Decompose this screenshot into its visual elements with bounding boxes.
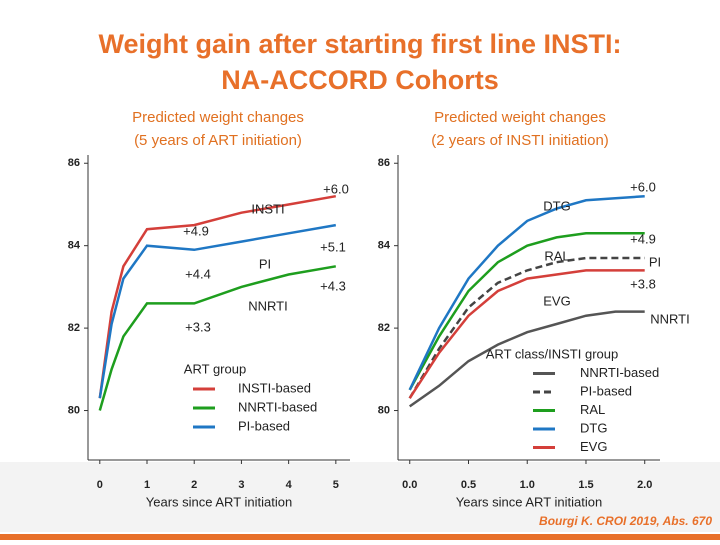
annotation: PI — [259, 256, 271, 271]
annotation: INSTI — [251, 201, 284, 216]
annotation: +4.9 — [183, 223, 209, 238]
annotation: NNRTI — [248, 298, 287, 313]
x-tick-label: 0.5 — [461, 479, 476, 491]
series-line — [408, 256, 645, 399]
subtitle: Predicted weight changes — [434, 109, 606, 126]
y-tick-label: 86 — [68, 157, 80, 169]
x-tick-label: 5 — [333, 479, 339, 491]
citation: Bourgi K. CROI 2019, Abs. 670 — [539, 514, 712, 528]
annotation: +3.3 — [185, 319, 211, 334]
x-axis-label: Years since ART initiation — [456, 494, 602, 509]
annotation: +4.4 — [185, 266, 211, 281]
x-tick-label: 2 — [191, 479, 197, 491]
footer-bar — [0, 534, 720, 540]
y-tick-label: 84 — [378, 240, 391, 252]
y-tick-label: 86 — [378, 157, 390, 169]
series-line — [408, 310, 645, 408]
y-tick-label: 82 — [68, 322, 80, 334]
legend-label: PI-based — [238, 418, 290, 433]
series-line — [98, 194, 337, 399]
series-line — [98, 265, 337, 411]
x-tick-label: 1 — [144, 479, 150, 491]
x-tick-label: 3 — [238, 479, 244, 491]
annotation: +6.0 — [323, 181, 349, 196]
annotation: +5.1 — [320, 239, 346, 254]
legend-label: EVG — [580, 439, 607, 454]
series-line — [408, 232, 645, 391]
x-tick-label: 4 — [286, 479, 293, 491]
annotation: DTG — [543, 198, 570, 213]
legend-label: NNRTI-based — [580, 365, 659, 380]
skyline-backdrop — [0, 462, 720, 532]
annotation: PI — [649, 254, 661, 269]
legend-label: PI-based — [580, 383, 632, 398]
x-tick-label: 2.0 — [637, 479, 652, 491]
annotation: +4.3 — [320, 278, 346, 293]
subtitle: Predicted weight changes — [132, 109, 304, 126]
annotation: NNRTI — [650, 311, 689, 326]
x-tick-label: 0.0 — [402, 479, 417, 491]
x-tick-label: 1.5 — [578, 479, 593, 491]
legend-label: INSTI-based — [238, 380, 311, 395]
x-axis-label: Years since ART initiation — [146, 494, 292, 509]
legend-title: ART class/INSTI group — [486, 346, 618, 361]
x-tick-label: 1.0 — [520, 479, 535, 491]
y-tick-label: 80 — [68, 404, 80, 416]
annotation: +3.8 — [630, 276, 656, 291]
annotation: +4.9 — [630, 231, 656, 246]
legend-label: NNRTI-based — [238, 399, 317, 414]
subtitle: (2 years of INSTI initiation) — [431, 132, 609, 149]
x-tick-label: 0 — [97, 479, 103, 491]
legend-title: ART group — [184, 361, 246, 376]
legend-label: RAL — [580, 402, 605, 417]
y-tick-label: 84 — [68, 240, 81, 252]
title-line: NA-ACCORD Cohorts — [221, 65, 498, 95]
series-line — [408, 269, 645, 399]
series-line — [98, 223, 337, 399]
annotation: RAL — [544, 248, 569, 263]
annotation: EVG — [543, 293, 570, 308]
legend-label: DTG — [580, 420, 607, 435]
series-line — [408, 194, 645, 391]
y-tick-label: 82 — [378, 322, 390, 334]
title-line: Weight gain after starting first line IN… — [98, 29, 621, 59]
y-tick-label: 80 — [378, 404, 390, 416]
annotation: +6.0 — [630, 179, 656, 194]
subtitle: (5 years of ART initiation) — [134, 132, 302, 149]
